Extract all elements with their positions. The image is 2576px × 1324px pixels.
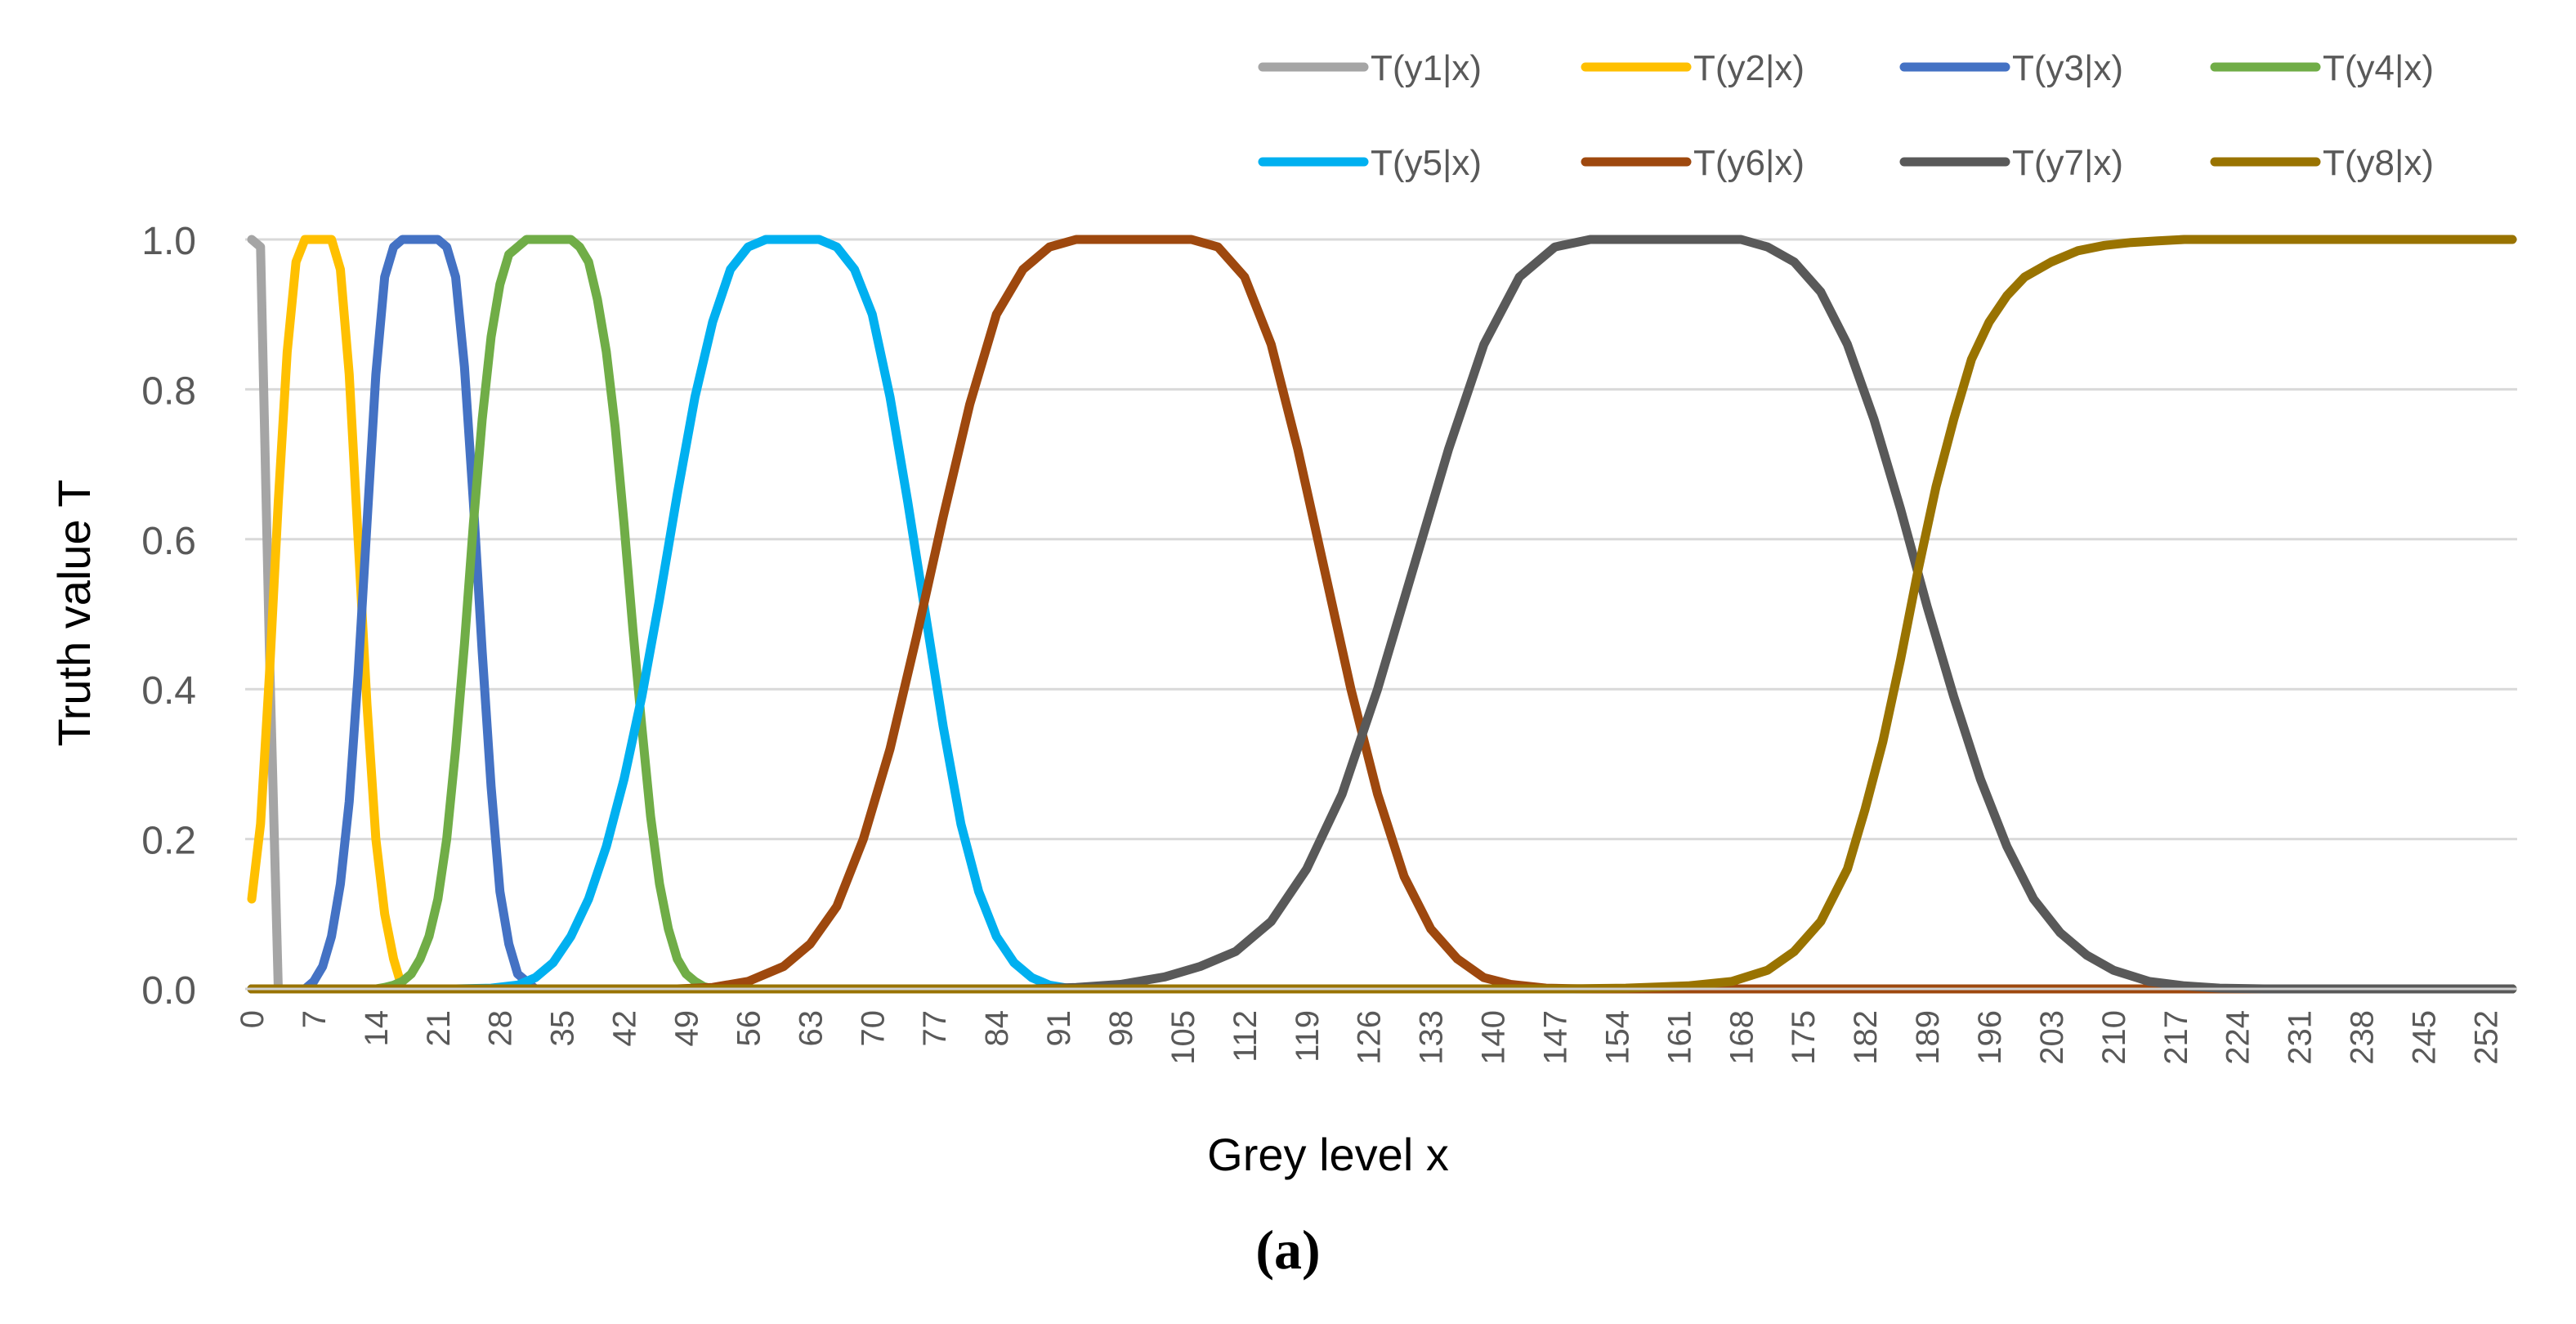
x-tick-label: 140 <box>1476 1010 1512 1065</box>
x-tick-label: 231 <box>2283 1010 2319 1065</box>
y-tick-label: 0.4 <box>141 669 196 713</box>
gridlines <box>245 238 2517 841</box>
legend-label-y5: T(y5|x) <box>1371 143 1482 183</box>
x-tick-label: 168 <box>1724 1010 1760 1065</box>
y-axis-title: Truth value T <box>48 480 100 747</box>
x-tick-label: 119 <box>1290 1010 1326 1062</box>
legend-label-y1: T(y1|x) <box>1371 48 1482 88</box>
x-tick-label: 70 <box>855 1010 891 1047</box>
x-tick-label: 245 <box>2407 1010 2443 1065</box>
x-tick-label: 21 <box>421 1010 457 1047</box>
y-tick-label: 0.0 <box>141 969 196 1013</box>
legend: T(y1|x) T(y2|x) T(y3|x) T(y4|x) T(y5|x) T(y6|… <box>1258 48 2434 183</box>
x-tick-label: 189 <box>1910 1010 1946 1065</box>
x-tick-labels: 0 7 14 21 28 35 42 49 56 63 70 77 84 91 98 105 112 119 126… <box>235 1010 2504 1065</box>
x-tick-label: 42 <box>607 1010 643 1047</box>
legend-label-y7: T(y7|x) <box>2012 143 2123 183</box>
x-axis-title: Grey level x <box>1207 1129 1449 1180</box>
y-tick-label: 0.2 <box>141 820 196 863</box>
legend-label-y6: T(y6|x) <box>1693 143 1805 183</box>
x-tick-label: 84 <box>979 1010 1015 1047</box>
series-line-y1 <box>247 235 2517 994</box>
series-line-y7 <box>247 235 2517 994</box>
x-tick-label: 14 <box>359 1010 395 1047</box>
x-tick-label: 91 <box>1041 1010 1077 1047</box>
x-tick-label: 0 <box>235 1010 271 1028</box>
y-tick-labels: 0.0 0.2 0.4 0.6 0.8 1.0 <box>141 220 196 1013</box>
x-tick-label: 175 <box>1786 1010 1822 1065</box>
series-line-y6 <box>247 235 2517 994</box>
legend-label-y3: T(y3|x) <box>2012 48 2123 88</box>
x-tick-label: 133 <box>1414 1010 1450 1065</box>
x-tick-label: 77 <box>917 1010 953 1047</box>
x-tick-label: 56 <box>731 1010 767 1047</box>
series-line-y4 <box>247 235 2517 994</box>
legend-label-y2: T(y2|x) <box>1693 48 1805 88</box>
x-tick-label: 105 <box>1165 1010 1201 1065</box>
x-tick-label: 63 <box>793 1010 829 1047</box>
x-tick-label: 112 <box>1228 1010 1263 1062</box>
x-tick-label: 182 <box>1848 1010 1884 1065</box>
x-tick-label: 196 <box>1972 1010 2008 1065</box>
x-tick-label: 49 <box>669 1010 705 1047</box>
y-tick-label: 0.8 <box>141 369 196 413</box>
series-line-y3 <box>247 235 2517 994</box>
legend-label-y8: T(y8|x) <box>2323 143 2434 183</box>
legend-label-y4: T(y4|x) <box>2323 48 2434 88</box>
x-tick-label: 154 <box>1599 1010 1635 1065</box>
x-tick-label: 126 <box>1352 1010 1388 1065</box>
x-tick-label: 147 <box>1538 1010 1574 1065</box>
series-lines <box>247 235 2517 994</box>
x-tick-label: 217 <box>2158 1010 2194 1065</box>
x-tick-label: 35 <box>545 1010 581 1047</box>
x-tick-label: 7 <box>297 1010 333 1028</box>
x-tick-label: 224 <box>2220 1010 2256 1065</box>
series-line-y2 <box>247 235 2517 994</box>
x-tick-label: 252 <box>2468 1010 2504 1065</box>
x-tick-label: 238 <box>2345 1010 2381 1065</box>
x-tick-label: 98 <box>1103 1010 1139 1047</box>
x-tick-label: 28 <box>483 1010 519 1047</box>
x-tick-label: 210 <box>2096 1010 2132 1065</box>
line-chart: 0.0 0.2 0.4 0.6 0.8 1.0 0 7 14 21 28 35 42 49 56 63 70 7… <box>48 48 2517 1180</box>
figure-caption: (a) <box>1255 1219 1321 1281</box>
x-tick-label: 203 <box>2034 1010 2070 1065</box>
y-tick-label: 1.0 <box>141 220 196 263</box>
y-tick-label: 0.6 <box>141 520 196 563</box>
x-tick-label: 161 <box>1661 1010 1697 1065</box>
series-line-y5 <box>247 235 2517 994</box>
series-line-y8 <box>247 235 2517 994</box>
